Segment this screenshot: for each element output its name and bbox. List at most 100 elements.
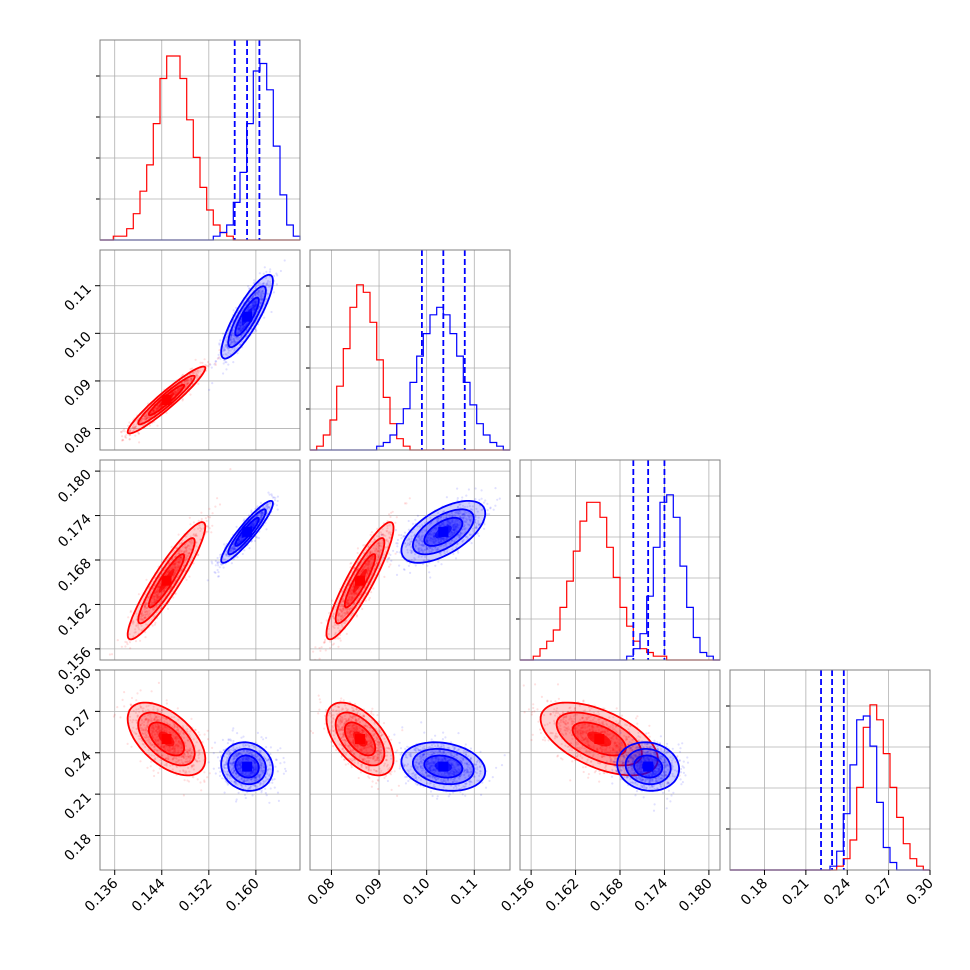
- sample-point: [133, 425, 136, 429]
- sample-point: [223, 543, 226, 546]
- sample-point: [240, 539, 243, 542]
- sample-point: [251, 302, 254, 305]
- sample-point: [265, 282, 268, 285]
- sample-point: [333, 626, 336, 630]
- sample-point: [185, 535, 188, 538]
- sample-point: [344, 613, 348, 616]
- sample-point: [260, 516, 263, 519]
- sample-point: [177, 552, 180, 555]
- sample-point: [254, 519, 257, 523]
- sample-point: [467, 515, 471, 519]
- sample-point: [157, 586, 160, 589]
- sample-point: [260, 514, 263, 517]
- sample-point: [217, 575, 221, 578]
- sample-point: [372, 555, 375, 558]
- sample-point: [254, 303, 257, 306]
- red-peak: [161, 575, 172, 586]
- sample-point: [465, 519, 468, 522]
- sample-point: [400, 537, 403, 540]
- sample-point: [421, 544, 424, 547]
- sample-point: [145, 610, 148, 613]
- sample-point: [154, 595, 157, 598]
- sample-point: [370, 558, 373, 561]
- sample-point: [155, 591, 158, 594]
- sample-point: [140, 611, 143, 614]
- sample-point: [359, 593, 362, 596]
- sample-point: [243, 325, 246, 328]
- sample-point: [147, 596, 150, 599]
- sample-point: [336, 618, 339, 621]
- sample-point: [252, 522, 256, 525]
- sample-point: [165, 586, 168, 589]
- sample-point: [375, 558, 378, 561]
- sample-point: [122, 439, 125, 442]
- sample-point: [192, 372, 195, 375]
- sample-point: [156, 596, 159, 599]
- sample-point: [253, 300, 256, 303]
- sample-point: [221, 332, 225, 335]
- sample-point: [245, 323, 248, 326]
- sample-point: [304, 683, 306, 685]
- sample-point: [355, 614, 359, 617]
- sample-point: [369, 564, 372, 567]
- sample-point: [362, 552, 365, 555]
- sample-point: [368, 560, 371, 563]
- sample-point: [196, 374, 199, 377]
- sample-point: [352, 592, 355, 595]
- sample-point: [394, 521, 397, 524]
- sample-point: [375, 562, 378, 565]
- sample-point: [270, 310, 273, 314]
- sample-point: [123, 428, 126, 431]
- sample-point: [233, 548, 236, 551]
- sample-point: [370, 562, 373, 565]
- sample-point: [402, 568, 406, 571]
- sample-point: [340, 605, 343, 608]
- red-contour: [126, 365, 207, 435]
- sample-point: [379, 549, 383, 552]
- sample-point: [257, 283, 260, 287]
- red-peak: [161, 395, 172, 405]
- sample-point: [254, 304, 257, 307]
- sample-point: [234, 341, 238, 344]
- sample-point: [188, 547, 191, 550]
- sample-point: [153, 410, 156, 413]
- sample-point: [239, 328, 242, 332]
- sample-point: [177, 561, 180, 564]
- sample-point: [260, 293, 263, 296]
- sample-point: [131, 426, 134, 429]
- sample-point: [375, 552, 378, 555]
- sample-point: [398, 564, 401, 567]
- sample-point: [377, 541, 380, 545]
- sample-point: [186, 382, 190, 385]
- sample-point: [259, 295, 262, 298]
- sample-point: [430, 534, 433, 537]
- sample-point: [363, 565, 366, 569]
- sample-point: [343, 614, 346, 618]
- sample-point: [232, 547, 235, 550]
- sample-point: [139, 618, 142, 621]
- sample-point: [157, 596, 160, 600]
- sample-point: [475, 526, 478, 529]
- sample-point: [188, 552, 191, 555]
- sample-point: [229, 352, 232, 356]
- sample-point: [190, 548, 193, 551]
- sample-point: [175, 568, 178, 571]
- sample-point: [116, 639, 119, 642]
- sample-point: [455, 512, 458, 515]
- sample-point: [177, 561, 180, 564]
- sample-point: [463, 513, 466, 516]
- sample-point: [254, 304, 257, 307]
- sample-point: [239, 539, 242, 542]
- sample-point: [155, 406, 158, 409]
- red-contour: [126, 521, 207, 641]
- sample-point: [174, 391, 177, 394]
- sample-point: [184, 546, 187, 549]
- sample-point: [346, 599, 349, 602]
- sample-point: [146, 416, 149, 419]
- sample-point: [439, 537, 442, 541]
- sample-point: [188, 551, 191, 555]
- sample-point: [186, 379, 189, 382]
- sample-point: [199, 370, 202, 373]
- sample-point: [237, 327, 240, 330]
- sample-point: [368, 596, 371, 600]
